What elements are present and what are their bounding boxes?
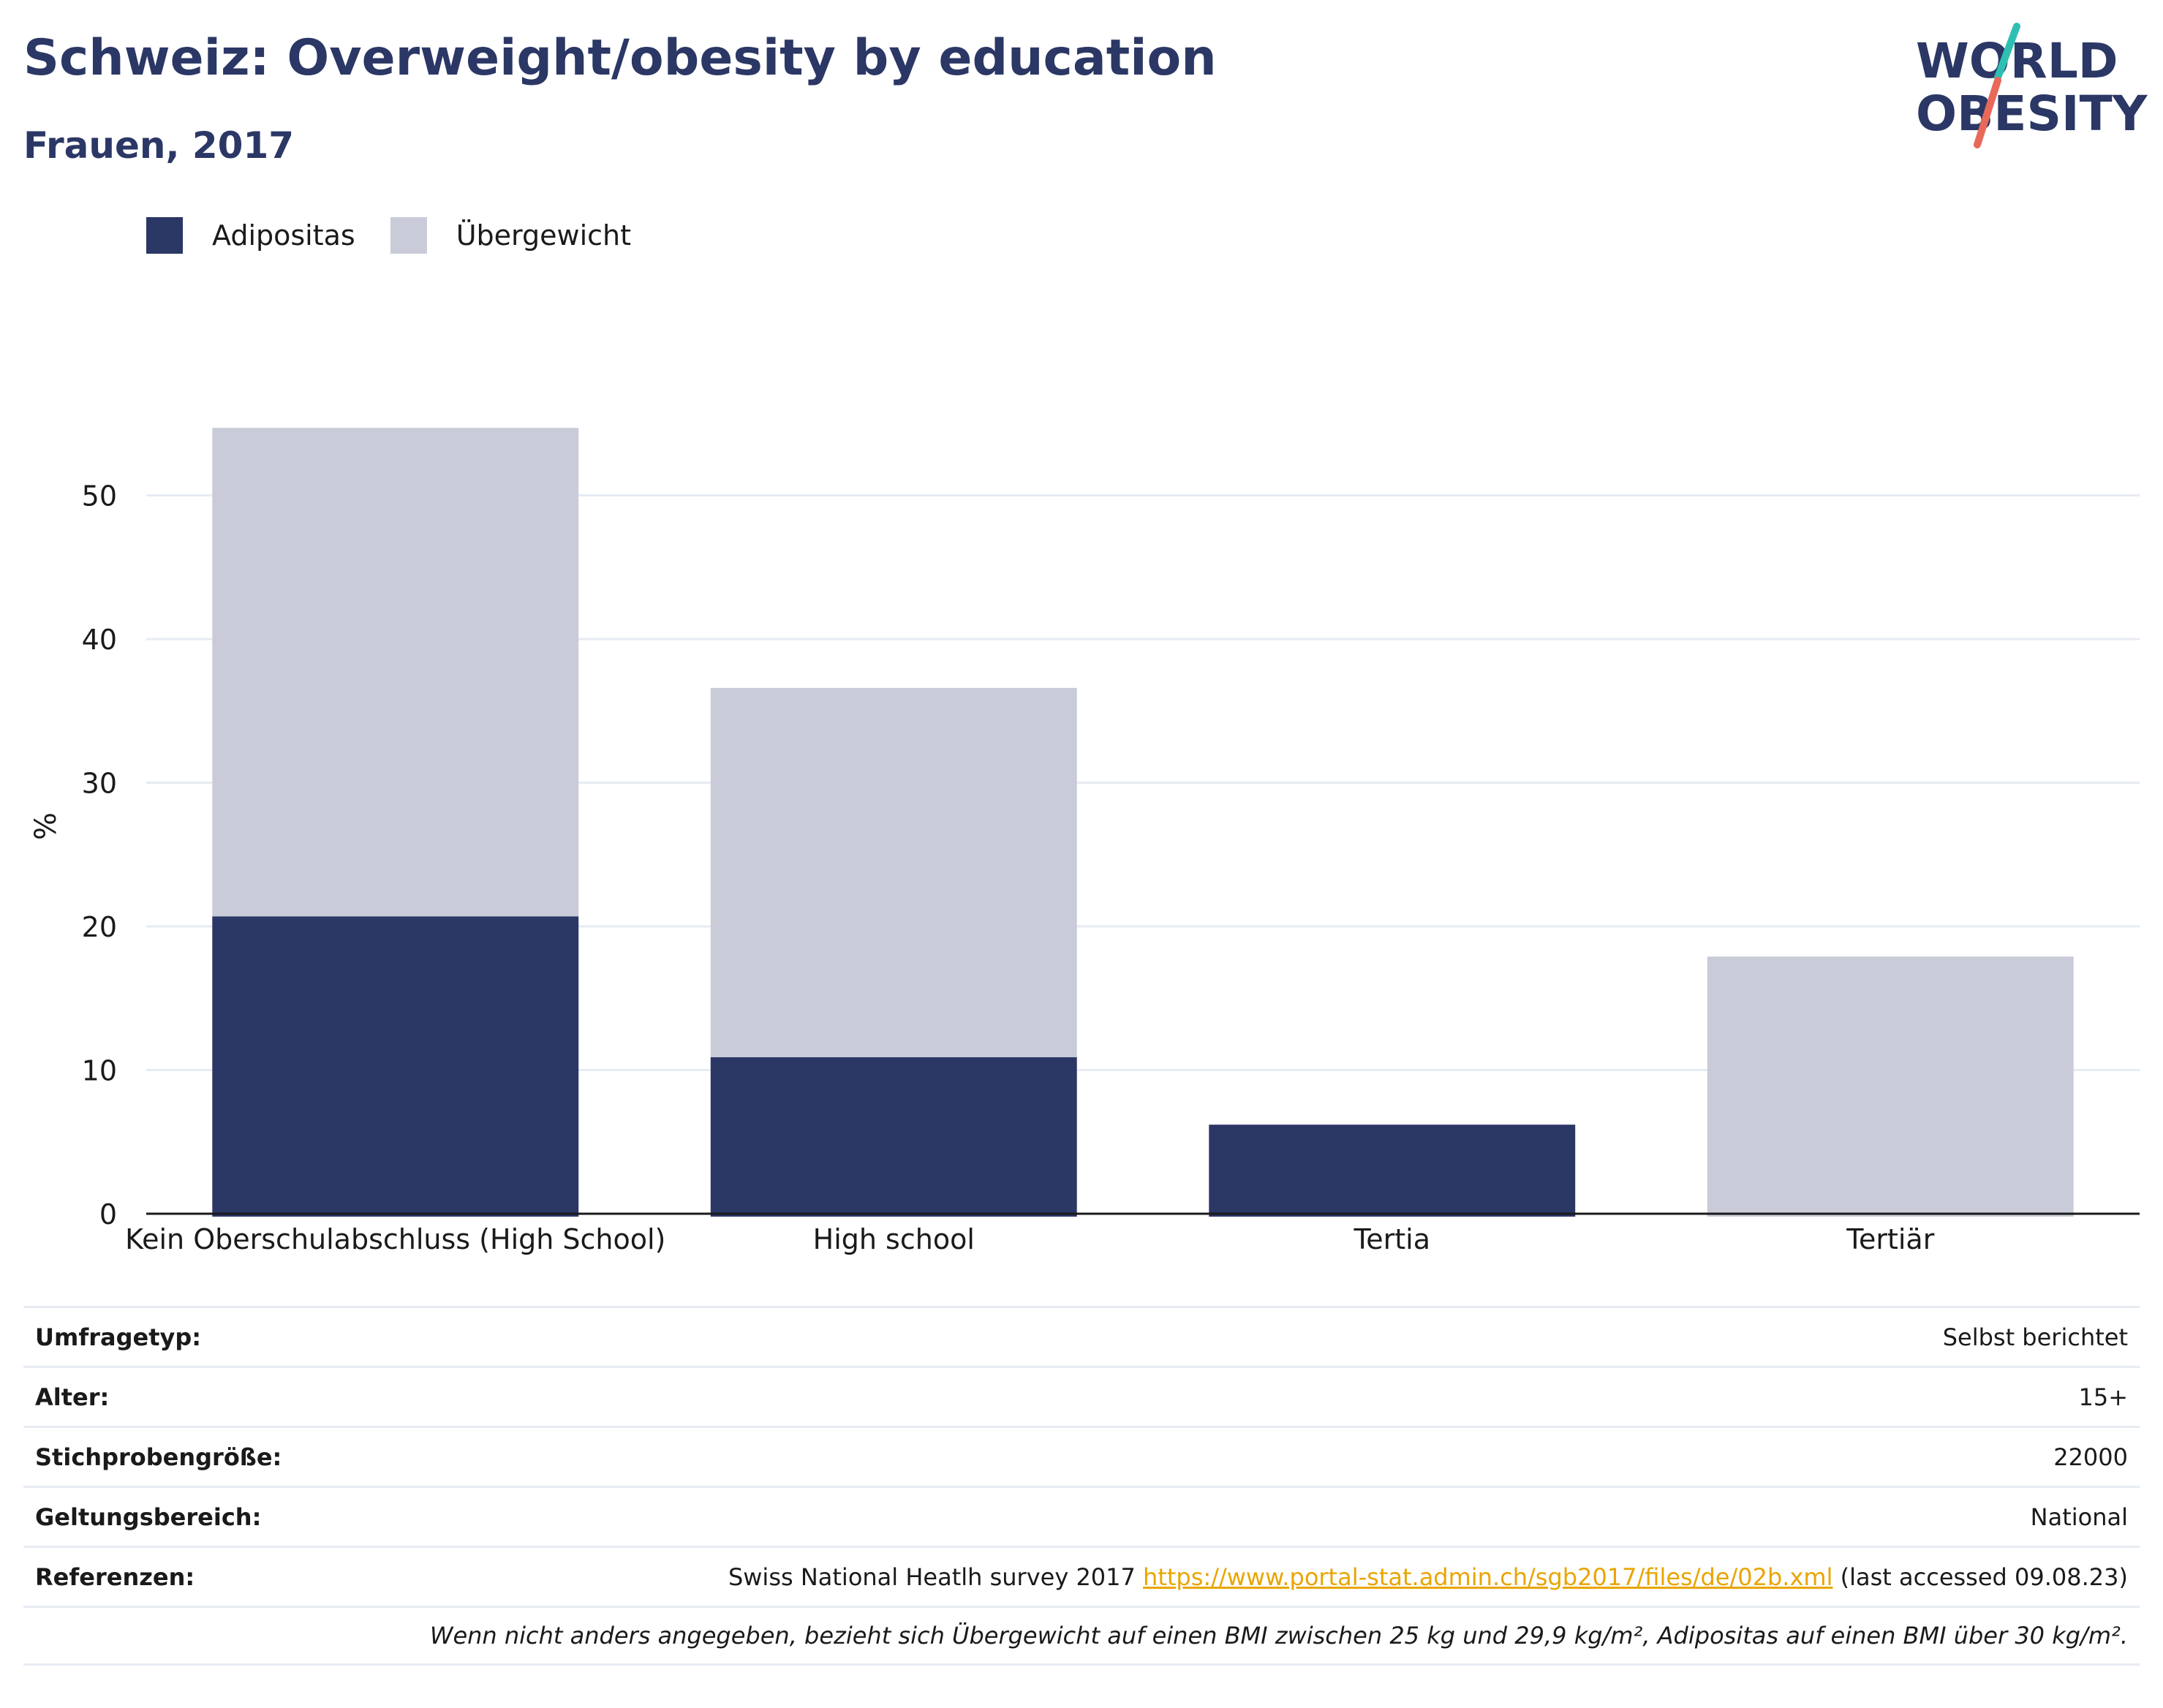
meta-label: Geltungsbereich: xyxy=(35,1503,262,1531)
y-tick-label: 10 xyxy=(82,1055,117,1087)
bar-adipositas xyxy=(710,1057,1077,1217)
legend-swatch-uebergewicht xyxy=(390,217,427,254)
logo-text-world: WORLD xyxy=(1916,33,2118,89)
reference-value: Swiss National Heatlh survey 2017 https:… xyxy=(728,1563,2128,1591)
legend-item-uebergewicht[interactable]: Übergewicht xyxy=(390,217,631,254)
reference-link[interactable]: https://www.portal-stat.admin.ch/sgb2017… xyxy=(1143,1562,1833,1591)
meta-value: National xyxy=(2030,1503,2128,1531)
y-tick-label: 20 xyxy=(82,911,117,943)
meta-value: 22000 xyxy=(2053,1443,2128,1471)
y-tick-label: 0 xyxy=(99,1198,117,1231)
bar-uebergewicht xyxy=(1707,956,2074,1217)
x-tick-label: High school xyxy=(813,1223,975,1255)
y-tick-label: 30 xyxy=(82,768,117,800)
chart-title: Schweiz: Overweight/obesity by education xyxy=(23,29,1217,87)
x-tick-label: Tertiär xyxy=(1846,1223,1935,1255)
world-obesity-logo: WORLD OBESITY xyxy=(1916,23,2148,148)
bar-adipositas xyxy=(212,916,579,1217)
meta-label: Referenzen: xyxy=(35,1562,195,1591)
y-tick-label: 50 xyxy=(82,480,117,513)
chart-subtitle: Frauen, 2017 xyxy=(23,124,295,167)
x-tick-label: Tertia xyxy=(1354,1223,1431,1255)
legend-label-adipositas: Adipositas xyxy=(212,219,355,252)
meta-row-references: Referenzen: Swiss National Heatlh survey… xyxy=(23,1546,2140,1606)
legend-item-adipositas[interactable]: Adipositas xyxy=(146,217,355,254)
legend-swatch-adipositas xyxy=(146,217,183,254)
y-tick-label: 40 xyxy=(82,624,117,656)
meta-row-age: Alter: 15+ xyxy=(23,1366,2140,1426)
meta-label: Stichprobengröße: xyxy=(35,1443,282,1471)
logo-slash-teal xyxy=(1994,23,2020,81)
meta-value: 15+ xyxy=(2078,1383,2128,1411)
meta-row-scope: Geltungsbereich: National xyxy=(23,1486,2140,1546)
bar-chart: 0 10 20 30 40 50% Kein Oberschulabschluss (Hig… xyxy=(29,428,2140,1255)
x-tick-label: Kein Oberschulabschluss (High School) xyxy=(125,1223,665,1255)
logo-slash-coral xyxy=(1974,77,2001,148)
meta-row-note: Wenn nicht anders angegeben, bezieht sic… xyxy=(23,1606,2140,1666)
logo-text-obesity: OBESITY xyxy=(1916,86,2148,142)
reference-accessed: (last accessed 09.08.23) xyxy=(1832,1562,2128,1591)
y-axis-label: % xyxy=(29,812,63,840)
metadata-table: Umfragetyp: Selbst berichtet Alter: 15+ … xyxy=(23,1306,2140,1666)
bar-uebergewicht xyxy=(710,687,1077,1057)
chart-legend: Adipositas Übergewicht xyxy=(146,216,666,254)
bmi-note: Wenn nicht anders angegeben, bezieht sic… xyxy=(429,1622,2128,1650)
meta-value: Selbst berichtet xyxy=(1942,1323,2128,1351)
bar-uebergewicht xyxy=(212,428,579,917)
reference-text: Swiss National Heatlh survey 2017 xyxy=(728,1562,1144,1591)
meta-row-sample-size: Stichprobengröße: 22000 xyxy=(23,1426,2140,1486)
bar-adipositas xyxy=(1209,1125,1576,1217)
meta-label: Umfragetyp: xyxy=(35,1323,202,1351)
legend-label-uebergewicht: Übergewicht xyxy=(456,219,631,252)
meta-row-survey-type: Umfragetyp: Selbst berichtet xyxy=(23,1306,2140,1366)
meta-label: Alter: xyxy=(35,1383,110,1411)
